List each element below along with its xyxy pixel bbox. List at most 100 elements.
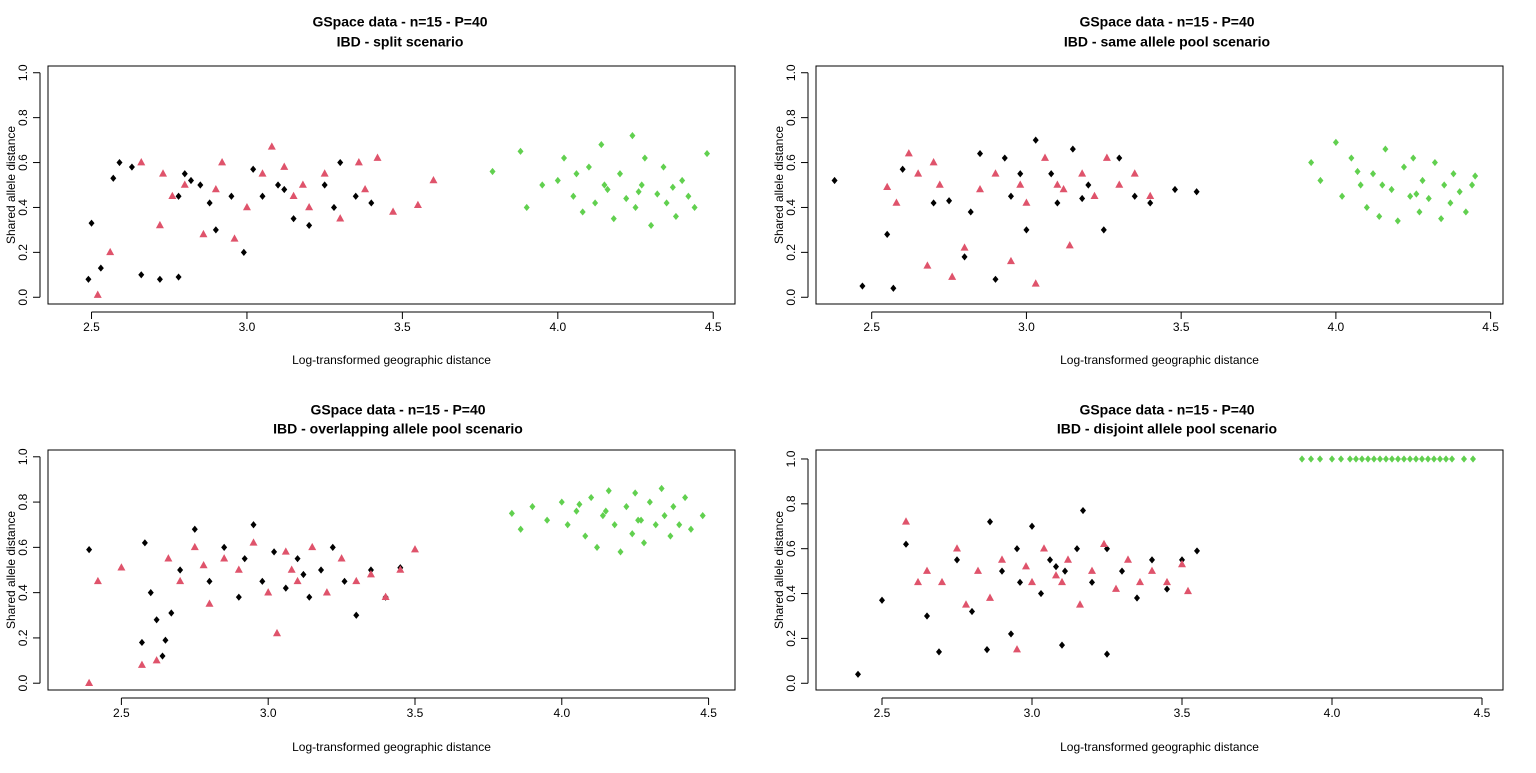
point [946,197,953,205]
y-tick-label: 0.0 [784,289,798,306]
point [611,521,618,529]
point [164,554,173,562]
y-tick-label: 0.8 [784,495,798,512]
point [914,169,923,177]
point [1357,181,1364,189]
point [153,616,160,624]
point [1031,279,1040,287]
point [855,670,861,678]
point [282,584,289,592]
point [623,503,630,511]
point [353,611,360,619]
point [1438,215,1445,223]
point [1052,571,1060,579]
point [1347,455,1353,463]
chart-title: GSpace data - n=15 - P=40 [310,402,485,418]
point [220,554,229,562]
point [663,199,670,207]
point [1074,545,1080,553]
point [211,184,220,193]
point [1078,169,1087,177]
point [1395,455,1401,463]
point [859,282,866,290]
point [974,566,982,574]
point [1053,180,1062,188]
point [206,199,213,207]
point [273,628,281,637]
point [1184,586,1192,595]
point [1040,544,1048,552]
x-tick-label: 3.0 [1018,320,1035,334]
point [1008,630,1014,638]
point [930,199,937,207]
point [1149,556,1155,564]
point [294,555,301,563]
point [604,185,611,194]
point [936,648,942,656]
point [235,593,242,601]
point [1363,203,1370,212]
point [366,570,375,578]
point [1317,455,1323,463]
point [1054,199,1061,207]
point [1023,226,1030,234]
point [954,556,960,564]
point [1017,578,1023,586]
point [1041,153,1049,161]
point [361,184,370,193]
point [190,542,199,551]
point [517,147,524,155]
point [1354,167,1361,176]
point [1007,192,1014,200]
point [884,230,891,238]
point [320,169,329,177]
point [1413,455,1419,463]
point [1379,181,1386,189]
point [539,181,546,189]
point [1469,181,1476,189]
point [661,512,668,520]
point [290,215,297,223]
point [1299,455,1305,463]
point [667,532,674,540]
point [601,181,608,189]
point [892,198,901,206]
point [176,576,185,585]
point [1102,153,1111,161]
point [523,203,530,212]
point [175,192,182,200]
point [1147,199,1154,207]
point [293,576,302,585]
point [318,566,325,574]
point [610,215,617,223]
point [967,208,974,216]
y-tick-label: 0.4 [784,199,798,216]
point [1116,154,1123,162]
point [329,543,336,551]
point [381,592,390,600]
point [570,192,577,200]
point [85,275,92,283]
point [330,203,337,212]
point [632,203,639,212]
point [337,554,346,562]
point [1059,184,1068,193]
point [1348,154,1355,162]
point [1014,545,1020,553]
point [138,271,145,279]
point [258,169,267,177]
point [322,588,331,596]
x-tick-label: 3.5 [1173,320,1190,334]
chart-title: GSpace data - n=15 - P=40 [312,14,487,30]
point [960,243,969,251]
point [1472,172,1479,180]
point [676,521,683,529]
point [321,181,328,189]
point [1383,455,1389,463]
point [1069,145,1076,153]
point [564,521,571,529]
point [1462,208,1469,216]
point [1119,567,1125,575]
x-tick-label: 4.5 [700,706,717,720]
point [93,290,102,298]
